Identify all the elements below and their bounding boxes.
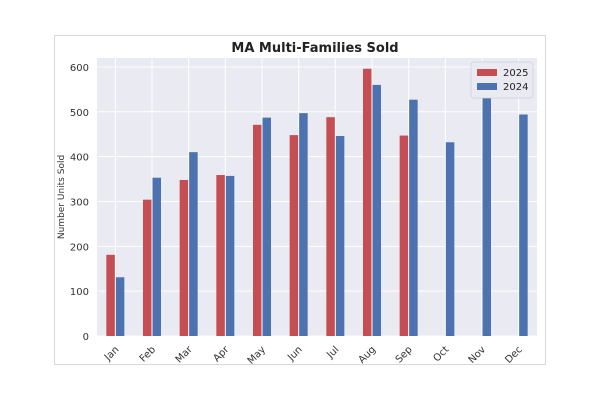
y-tick-label: 0: [83, 332, 89, 343]
bar-2024-apr: [225, 175, 235, 336]
x-tick-label: Dec: [503, 344, 524, 365]
y-tick-label: 500: [70, 108, 89, 119]
x-tick-label: Sep: [394, 344, 415, 365]
bar-2024-aug: [372, 84, 381, 336]
bar-2025-may: [253, 124, 262, 336]
bar-2025-mar: [179, 179, 189, 336]
bar-2025-jun: [289, 135, 299, 336]
bar-chart: MA Multi-Families Sold 0 100 200 300 400 500 6…: [57, 41, 537, 366]
chart-frame: MA Multi-Families Sold 0 100 200 300 400 500 6…: [54, 35, 546, 366]
chart-title: MA Multi-Families Sold: [231, 41, 398, 56]
bar-2025-jan: [106, 254, 115, 336]
y-tick-label: 400: [70, 153, 89, 164]
y-tick-label: 300: [70, 197, 89, 208]
bar-2024-jul: [335, 136, 345, 336]
x-tick-label: Jan: [102, 344, 121, 363]
legend: 2025 2024: [470, 61, 534, 99]
x-tick-label: Nov: [467, 344, 489, 366]
x-tick-label: Jun: [285, 344, 305, 364]
y-tick-label: 100: [70, 287, 89, 298]
legend-label-2024: 2024: [503, 82, 528, 93]
x-axis-ticks: Jan Feb Mar Apr May Jun Jul Aug Sep Oct Nov Dec: [102, 344, 525, 366]
bar-2024-oct: [445, 142, 455, 336]
legend-label-2025: 2025: [503, 68, 528, 79]
x-tick-label: Mar: [174, 344, 196, 366]
gridlines: [97, 58, 537, 337]
bar-2024-may: [262, 117, 271, 336]
y-tick-label: 600: [70, 63, 89, 74]
bar-2024-jun: [299, 113, 308, 336]
bar-2024-dec: [519, 114, 528, 337]
bar-2025-feb: [143, 199, 152, 336]
y-tick-label: 200: [70, 242, 89, 253]
legend-swatch-2025: [477, 69, 497, 76]
x-tick-label: Apr: [211, 344, 232, 365]
x-tick-label: Jul: [324, 344, 341, 361]
x-tick-label: May: [246, 344, 268, 366]
bars: [106, 68, 528, 337]
bar-2025-jul: [326, 117, 335, 336]
bar-2025-apr: [216, 175, 225, 336]
legend-swatch-2024: [477, 83, 497, 90]
x-tick-label: Feb: [138, 344, 158, 364]
bar-2024-nov: [482, 96, 491, 336]
x-tick-label: Oct: [431, 344, 451, 364]
bar-2025-aug: [363, 68, 372, 336]
bar-2024-jan: [115, 277, 125, 336]
bar-2024-feb: [152, 177, 161, 336]
bar-2024-sep: [409, 99, 418, 336]
plot-area: [97, 58, 537, 336]
y-axis-ticks: 0 100 200 300 400 500 600: [70, 63, 89, 343]
y-axis-label: Number Units Sold: [57, 155, 67, 239]
bar-2024-mar: [189, 152, 198, 336]
bar-2025-sep: [399, 135, 409, 336]
x-tick-label: Aug: [357, 344, 379, 366]
